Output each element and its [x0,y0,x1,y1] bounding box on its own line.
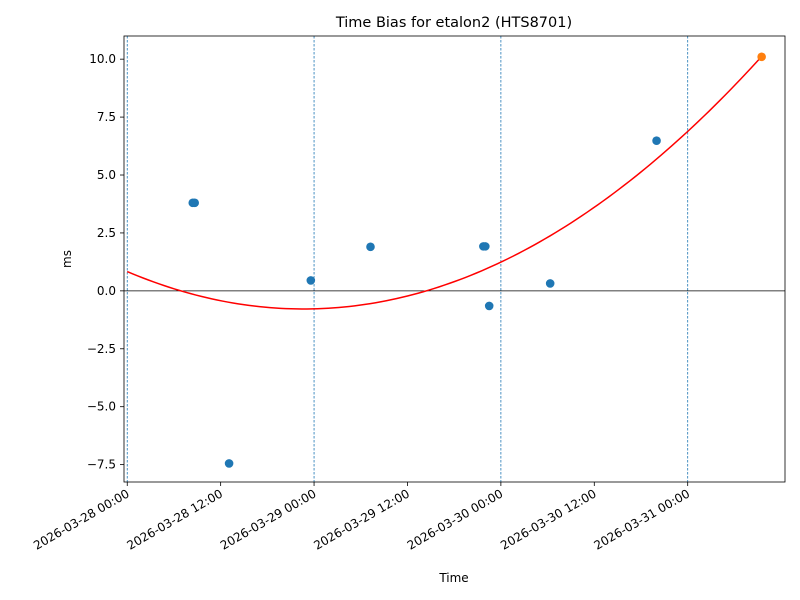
x-axis-label: Time [438,571,468,585]
data-point [545,279,555,288]
plot-frame [123,35,786,483]
y-tick-label: −2.5 [87,342,116,356]
fit-curve [126,55,763,310]
y-axis: −7.5 −5.0 −2.5 0.0 2.5 5.0 7.5 10.0 [87,52,124,472]
y-tick-label: 5.0 [97,168,116,182]
y-tick-label: −7.5 [87,458,116,472]
day-separator-lines [126,36,689,482]
data-point [224,459,234,468]
data-point [306,276,316,285]
data-point [190,198,200,208]
data-point [484,301,494,311]
plot-background [124,36,785,482]
data-point [481,242,490,251]
latest-data-point [757,52,766,62]
data-point [366,242,375,252]
y-axis-label: ms [60,250,74,268]
y-tick-label: −5.0 [87,400,116,414]
y-tick-label: 10.0 [89,52,116,66]
data-point [652,136,661,146]
y-tick-label: 7.5 [97,110,116,124]
chart-title: Time Bias for etalon2 (HTS8701) [335,15,572,31]
y-tick-label: 0.0 [97,284,116,298]
data-points [188,52,766,468]
plot-area [123,35,786,483]
y-tick-label: 2.5 [97,226,116,240]
